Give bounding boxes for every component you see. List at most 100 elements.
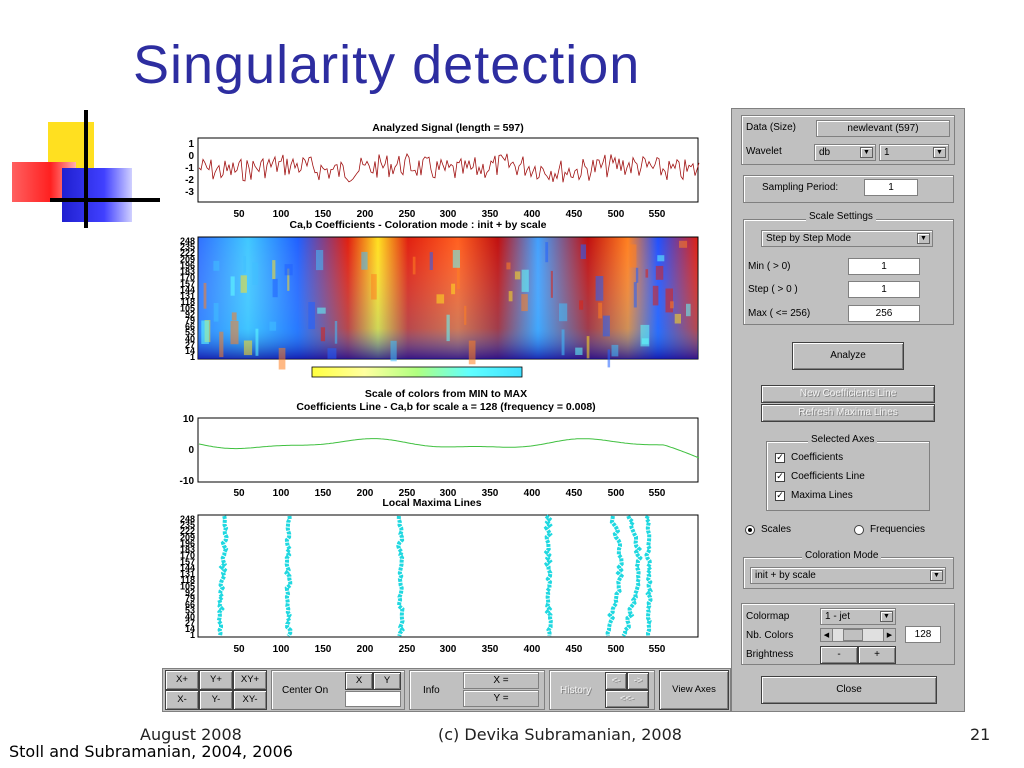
frequencies-radio-label: Frequencies (870, 524, 926, 535)
heatmap-texture-cell (670, 301, 674, 309)
info-frame (409, 670, 545, 710)
maxima-line (605, 515, 625, 637)
signal-yticks: 1 0 -1 -2 -3 (185, 139, 194, 198)
heatmap-texture-cell (308, 302, 315, 330)
chevron-down-icon: ▼ (860, 147, 873, 158)
nb-colors-label: Nb. Colors (746, 630, 794, 641)
maxima-ytick: 53 (185, 606, 195, 616)
heatmap-texture-cell (320, 327, 326, 342)
x-plus-button[interactable]: X+ (165, 670, 199, 690)
heatmap-texture-cell (327, 348, 337, 359)
analyze-button[interactable]: Analyze (792, 342, 904, 370)
signal-xtick: 400 (524, 209, 541, 220)
close-button[interactable]: Close (761, 676, 937, 704)
xy-plus-button[interactable]: XY+ (233, 670, 267, 690)
heatmap-texture-cell (278, 347, 286, 370)
y-minus-button[interactable]: Y- (199, 690, 233, 710)
signal-line (198, 153, 700, 183)
coloration-mode-select[interactable]: init + by scale ▼ (750, 567, 946, 584)
coef-ytick: 248 (180, 236, 195, 246)
coef-ytick: 27 (185, 340, 195, 350)
scale-mode-select[interactable]: Step by Step Mode ▼ (761, 230, 933, 247)
coef-ytick: 118 (180, 297, 195, 307)
maxima-ytick: 79 (185, 594, 195, 604)
coefficients-line-checkbox[interactable]: ✓ (775, 472, 785, 482)
citation: Stoll and Subramanian, 2004, 2006 (9, 742, 293, 761)
heatmap-texture-cell (452, 250, 460, 268)
heatmap-texture-cell (579, 300, 584, 310)
heatmap-texture-cell (686, 303, 691, 317)
heatmap-texture-cell (213, 303, 219, 322)
control-panel: Data (Size) newlevant (597) Wavelet db ▼… (731, 108, 965, 712)
step-input[interactable]: 1 (848, 281, 920, 298)
max-input[interactable]: 256 (848, 305, 920, 322)
coef-ytick: 66 (185, 322, 195, 332)
footer-copyright: (c) Devika Subramanian, 2008 (438, 725, 682, 744)
heatmap-texture-cell (240, 275, 247, 293)
maxima-ytick: 66 (185, 600, 195, 610)
coef-ytick: 105 (180, 303, 195, 313)
coefficients-line-checkbox-label: Coefficients Line (791, 471, 865, 482)
sampling-period-input[interactable]: 1 (864, 179, 918, 196)
nb-colors-slider[interactable]: ◀ ▶ (820, 628, 896, 642)
brightness-plus-button[interactable]: + (858, 646, 896, 664)
scale-mode-value: Step by Step Mode (766, 233, 852, 244)
slider-thumb[interactable] (843, 629, 863, 641)
y-plus-button[interactable]: Y+ (199, 670, 233, 690)
wavelet-family-select[interactable]: db ▼ (814, 144, 876, 161)
xy-minus-button[interactable]: XY- (233, 690, 267, 710)
brightness-minus-button[interactable]: - (820, 646, 858, 664)
heatmap-texture-cell (436, 294, 445, 304)
heatmap-texture-cell (655, 265, 664, 280)
heatmap-texture-cell (446, 314, 450, 342)
x-minus-button[interactable]: X- (165, 690, 199, 710)
min-input[interactable]: 1 (848, 258, 920, 275)
maxima-lines-checkbox[interactable]: ✓ (775, 491, 785, 501)
center-x-button[interactable]: X (345, 672, 373, 690)
slider-right-arrow-icon[interactable]: ▶ (883, 629, 895, 641)
coefline-xtick: 200 (357, 488, 374, 499)
center-on-label: Center On (282, 685, 329, 696)
coef-heatmap-texture (201, 240, 691, 370)
coefline-xtick: 50 (233, 488, 245, 499)
nb-colors-input[interactable]: 128 (905, 626, 941, 643)
coef-ytick: 14 (185, 346, 195, 356)
refresh-maxima-lines-button[interactable]: Refresh Maxima Lines (761, 404, 935, 422)
center-on-input[interactable] (345, 691, 401, 707)
heatmap-texture-cell (657, 255, 665, 262)
coefficients-checkbox[interactable]: ✓ (775, 453, 785, 463)
heatmap-texture-cell (506, 262, 511, 270)
heatmap-texture-cell (679, 240, 688, 248)
center-y-button[interactable]: Y (373, 672, 401, 690)
maxima-ytick: 92 (185, 587, 195, 597)
coef-ytick: 235 (180, 242, 195, 252)
slider-left-arrow-icon[interactable]: ◀ (821, 629, 833, 641)
history-frame (549, 670, 655, 710)
history-back-button[interactable]: <- (605, 672, 627, 690)
maxima-xtick: 400 (524, 644, 541, 655)
signal-ytick: 1 (188, 139, 194, 150)
signal-xtick: 450 (566, 209, 583, 220)
coefline-ytick: 0 (188, 445, 194, 456)
coef-ytick: 1 (190, 352, 195, 362)
maxima-line (543, 514, 553, 637)
view-axes-button[interactable]: View Axes (659, 670, 729, 710)
data-label: Data (Size) (746, 122, 797, 133)
colormap-frame (741, 603, 955, 665)
history-forward-button[interactable]: -> (627, 672, 649, 690)
heatmap-texture-cell (521, 269, 529, 292)
heatmap-texture-cell (230, 276, 235, 296)
scales-radio[interactable] (745, 525, 755, 535)
signal-plot-title: Analyzed Signal (length = 597) (372, 122, 523, 134)
coefline-xtick: 400 (524, 488, 541, 499)
colored-squares-bullet-icon (12, 110, 162, 230)
heatmap-texture-cell (598, 302, 603, 319)
heatmap-texture-cell (269, 321, 277, 331)
history-reset-button[interactable]: <<- (605, 690, 649, 708)
heatmap-texture-cell (464, 305, 467, 325)
frequencies-radio[interactable] (854, 525, 864, 535)
colormap-select[interactable]: 1 - jet ▼ (820, 608, 896, 625)
new-coefficients-line-button[interactable]: New Coefficients Line (761, 385, 935, 403)
colorbar-caption: Scale of colors from MIN to MAX (365, 388, 527, 400)
wavelet-order-select[interactable]: 1 ▼ (879, 144, 949, 161)
